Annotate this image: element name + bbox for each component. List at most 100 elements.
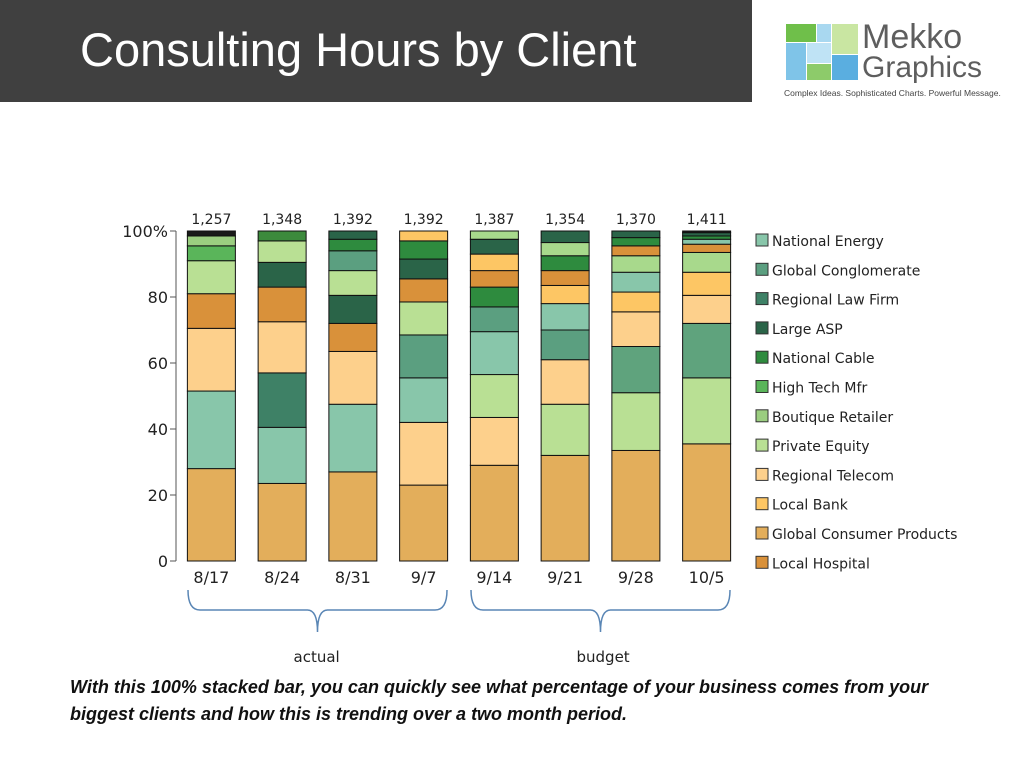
bar-total-label: 1,411	[687, 212, 727, 228]
bar-segment	[399, 377, 449, 423]
bar-segment	[257, 230, 307, 242]
bar-segment	[682, 271, 732, 296]
legend-label: Local Hospital	[772, 556, 870, 572]
bar-segment	[186, 390, 236, 470]
x-tick-label: 9/7	[411, 568, 437, 587]
bar-segment	[328, 250, 378, 272]
page-title: Consulting Hours by Client	[80, 23, 637, 76]
legend-swatch	[755, 321, 769, 335]
bar-segment	[399, 301, 449, 336]
mekko-logo: Mekko Graphics Complex Ideas. Sophistica…	[784, 18, 1001, 102]
bar-segment	[540, 359, 590, 405]
bar-segment	[257, 261, 307, 288]
bar-segment	[328, 350, 378, 405]
bar-segment	[540, 255, 590, 272]
bar-segment	[469, 270, 519, 288]
x-tick-label: 9/21	[547, 568, 583, 587]
y-tick-label: 0	[158, 552, 168, 571]
bar-segment	[399, 230, 449, 242]
legend-label: Regional Telecom	[772, 468, 894, 484]
x-tick-label: 9/14	[476, 568, 512, 587]
legend-label: National Energy	[772, 234, 884, 250]
bar-segment	[186, 293, 236, 329]
bar-segment	[682, 230, 732, 234]
legend-swatch	[755, 438, 769, 452]
bar-segment	[399, 240, 449, 260]
bar-segment	[257, 240, 307, 263]
bar-segment	[540, 403, 590, 456]
legend-label: Large ASP	[772, 322, 843, 338]
legend-swatch	[755, 233, 769, 247]
bar-segment	[328, 322, 378, 352]
x-tick-label: 8/17	[193, 568, 229, 587]
bar-segment	[469, 286, 519, 308]
bar-segment	[682, 322, 732, 379]
bar-segment	[611, 346, 661, 394]
bar-segment	[257, 321, 307, 374]
bar-segment	[682, 294, 732, 324]
bar-segment	[469, 416, 519, 466]
bar-segment	[682, 251, 732, 273]
x-tick-label: 8/31	[335, 568, 371, 587]
legend-swatch	[755, 526, 769, 540]
legend-swatch	[755, 350, 769, 364]
bar-segment	[540, 454, 590, 562]
bar-segment	[469, 306, 519, 333]
bar-segment	[611, 449, 661, 562]
legend-swatch	[755, 497, 769, 511]
bar-segment	[399, 258, 449, 280]
bar-segment	[469, 238, 519, 255]
legend-swatch	[755, 467, 769, 481]
bar-segment	[328, 230, 378, 240]
bar-segment	[186, 327, 236, 392]
bar-segment	[682, 443, 732, 562]
bar-segment	[469, 253, 519, 272]
bar-segment	[469, 331, 519, 376]
bar-total-label: 1,257	[191, 212, 231, 228]
bar-segment	[328, 238, 378, 252]
group-brace	[470, 589, 731, 633]
group-label-actual: actual	[293, 648, 340, 666]
bar-segment	[186, 230, 236, 237]
x-tick-label: 10/5	[689, 568, 725, 587]
logo-tagline: Complex Ideas. Sophisticated Charts. Pow…	[784, 88, 1001, 98]
bar-segment	[186, 260, 236, 295]
bar-segment	[469, 230, 519, 240]
legend-label: National Cable	[772, 351, 875, 367]
legend-label: Boutique Retailer	[772, 410, 893, 426]
bar-segment	[611, 291, 661, 313]
bar-segment	[682, 243, 732, 253]
legend-swatch	[755, 409, 769, 423]
bar-segment	[682, 238, 732, 245]
bar-segment	[611, 245, 661, 257]
bar-segment	[540, 270, 590, 286]
bar-segment	[186, 468, 236, 562]
bar-segment	[328, 270, 378, 296]
y-tick-label: 100%	[122, 222, 168, 241]
x-tick-label: 8/24	[264, 568, 300, 587]
logo-squares-icon	[786, 24, 858, 80]
bar-segment	[328, 471, 378, 562]
logo-word-mekko: Mekko	[862, 18, 963, 56]
title-bar: Consulting Hours by Client	[0, 0, 752, 102]
bar-total-label: 1,392	[404, 212, 444, 228]
bar-segment	[186, 235, 236, 247]
legend-label: Global Conglomerate	[772, 263, 920, 279]
bar-total-label: 1,354	[545, 212, 585, 228]
bar-segment	[540, 284, 590, 305]
bar-segment	[682, 377, 732, 445]
bar-segment	[540, 230, 590, 244]
legend-swatch	[755, 292, 769, 306]
y-tick-label: 20	[148, 486, 168, 505]
bar-total-label: 1,387	[474, 212, 514, 228]
bar-segment	[540, 329, 590, 361]
bar-segment	[257, 372, 307, 428]
bar-segment	[469, 464, 519, 562]
bar-segment	[611, 311, 661, 348]
legend-label: Global Consumer Products	[772, 527, 957, 543]
legend-swatch	[755, 380, 769, 393]
legend-swatch	[755, 555, 769, 569]
legend-label: High Tech Mfr	[772, 381, 867, 397]
bar-total-label: 1,370	[616, 212, 656, 228]
